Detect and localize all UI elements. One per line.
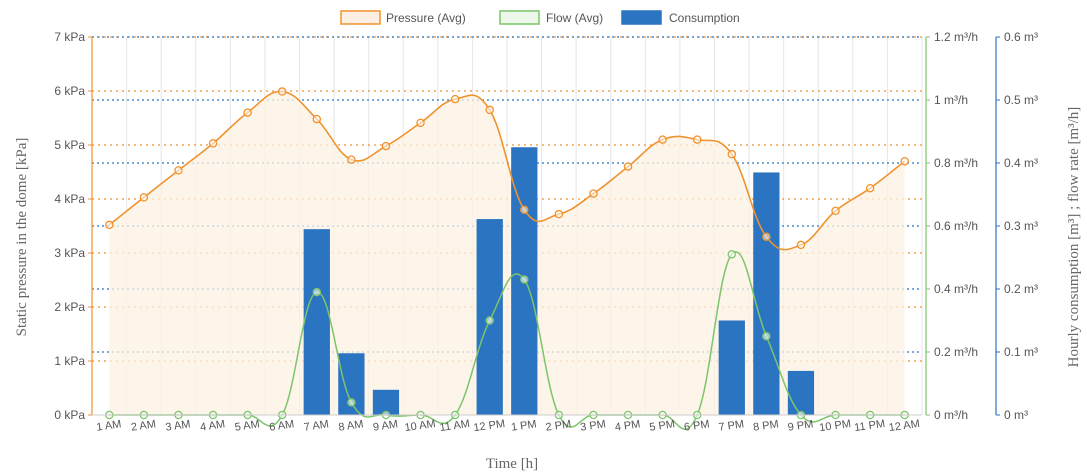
pressure-point[interactable] bbox=[174, 166, 183, 175]
left-tick-label: 6 kPa bbox=[54, 84, 85, 98]
pressure-point[interactable] bbox=[658, 135, 667, 144]
flow-point[interactable] bbox=[762, 331, 771, 341]
legend-swatch-consumption[interactable] bbox=[621, 10, 662, 25]
x-tick-label: 10 PM bbox=[819, 418, 852, 434]
pressure-point[interactable] bbox=[450, 94, 460, 104]
consumption-tick-label: 0 m³ bbox=[1004, 408, 1028, 422]
flow-tick-label: 0 m³/h bbox=[934, 408, 968, 422]
x-tick-label: 1 PM bbox=[510, 418, 537, 433]
pressure-point[interactable] bbox=[623, 162, 633, 171]
pressure-point[interactable] bbox=[416, 118, 425, 128]
left-tick-label: 3 kPa bbox=[54, 246, 85, 260]
y-axis-title-left: Static pressure in the dome [kPa] bbox=[14, 138, 30, 337]
left-tick-label: 1 kPa bbox=[54, 354, 85, 368]
x-tick-label: 2 AM bbox=[130, 418, 157, 433]
pressure-point[interactable] bbox=[831, 206, 840, 216]
pressure-point[interactable] bbox=[485, 105, 494, 115]
flow-tick-label: 1.2 m³/h bbox=[934, 30, 978, 44]
consumption-tick-label: 0.4 m³ bbox=[1004, 156, 1038, 170]
x-tick-label: 6 AM bbox=[269, 418, 296, 433]
legend: Pressure (Avg) Flow (Avg) Consumption bbox=[340, 10, 740, 25]
left-tick-label: 4 kPa bbox=[54, 192, 85, 206]
consumption-tick-label: 0.3 m³ bbox=[1004, 219, 1038, 233]
legend-swatch-pressure[interactable] bbox=[340, 10, 381, 25]
bar-consumption[interactable] bbox=[753, 172, 780, 415]
bar-consumption[interactable] bbox=[718, 320, 745, 416]
flow-tick-label: 1 m³/h bbox=[934, 93, 968, 107]
pressure-point[interactable] bbox=[727, 149, 737, 159]
pressure-point[interactable] bbox=[347, 155, 356, 164]
left-tick-label: 0 kPa bbox=[54, 408, 85, 422]
pressure-point[interactable] bbox=[520, 205, 529, 215]
flow-tick-label: 0.2 m³/h bbox=[934, 345, 978, 359]
x-tick-label: 6 PM bbox=[683, 418, 710, 433]
y-axis-title-right: Hourly consumption [m³] ; flow rate [m³/… bbox=[1066, 107, 1082, 368]
pressure-point[interactable] bbox=[277, 87, 287, 96]
x-axis-title: Time [h] bbox=[486, 456, 538, 472]
flow-line bbox=[109, 251, 905, 430]
x-tick-label: 10 AM bbox=[404, 418, 437, 434]
x-tick-label: 9 PM bbox=[787, 418, 814, 433]
axis-layer: 0 kPa 1 kPa 2 kPa 3 kPa 4 kPa 5 kPa 6 kPa 7 kPa… bbox=[54, 30, 1038, 434]
consumption-tick-label: 0.1 m³ bbox=[1004, 345, 1038, 359]
flow-tick-label: 0.4 m³/h bbox=[934, 282, 978, 296]
pressure-point[interactable] bbox=[692, 135, 702, 144]
bar-layer bbox=[303, 147, 815, 416]
flow-point[interactable] bbox=[727, 250, 737, 259]
x-tick-label: 7 AM bbox=[303, 418, 330, 433]
consumption-tick-label: 0.5 m³ bbox=[1004, 93, 1038, 107]
pressure-point[interactable] bbox=[589, 189, 598, 198]
x-tick-label: 3 AM bbox=[165, 418, 192, 433]
pressure-point[interactable] bbox=[796, 240, 806, 250]
left-tick-label: 5 kPa bbox=[54, 138, 85, 152]
x-tick-label: 9 AM bbox=[372, 418, 399, 433]
flow-tick-label: 0.8 m³/h bbox=[934, 156, 978, 170]
consumption-tick-label: 0.6 m³ bbox=[1004, 30, 1038, 44]
pressure-point[interactable] bbox=[208, 139, 218, 148]
x-tick-label: 11 AM bbox=[439, 418, 471, 434]
legend-label-consumption[interactable]: Consumption bbox=[669, 11, 740, 25]
pressure-point[interactable] bbox=[762, 232, 771, 242]
legend-label-pressure[interactable]: Pressure (Avg) bbox=[386, 11, 466, 25]
x-tick-label: 8 AM bbox=[338, 418, 365, 433]
consumption-tick-label: 0.2 m³ bbox=[1004, 282, 1038, 296]
x-tick-label: 5 AM bbox=[234, 418, 261, 433]
bar-consumption[interactable] bbox=[787, 370, 815, 415]
flow-tick-label: 0.6 m³/h bbox=[934, 219, 978, 233]
x-tick-label: 3 PM bbox=[579, 418, 606, 433]
x-tick-label: 1 AM bbox=[96, 418, 123, 433]
pressure-point[interactable] bbox=[865, 183, 875, 193]
pressure-point[interactable] bbox=[312, 114, 322, 124]
x-tick-label: 2 PM bbox=[545, 418, 572, 433]
line-layer bbox=[105, 87, 909, 430]
x-tick-label: 4 AM bbox=[199, 418, 226, 433]
left-tick-label: 7 kPa bbox=[54, 30, 85, 44]
pressure-point[interactable] bbox=[554, 209, 564, 219]
flow-point[interactable] bbox=[312, 287, 322, 297]
flow-point[interactable] bbox=[485, 316, 494, 325]
x-tick-label: 7 PM bbox=[718, 418, 745, 433]
pressure-point[interactable] bbox=[381, 141, 391, 151]
pressure-point[interactable] bbox=[139, 193, 149, 202]
pressure-point[interactable] bbox=[900, 156, 909, 166]
x-tick-label: 11 PM bbox=[854, 418, 886, 434]
legend-swatch-flow[interactable] bbox=[499, 10, 540, 25]
flow-point[interactable] bbox=[347, 398, 356, 407]
flow-point[interactable] bbox=[520, 275, 529, 284]
x-tick-label: 12 PM bbox=[473, 418, 506, 434]
x-tick-label: 12 AM bbox=[888, 418, 921, 434]
bar-consumption[interactable] bbox=[303, 229, 330, 415]
x-tick-label: 8 PM bbox=[752, 418, 779, 433]
pressure-point[interactable] bbox=[243, 108, 252, 117]
legend-label-flow[interactable]: Flow (Avg) bbox=[546, 11, 603, 25]
x-tick-label: 5 PM bbox=[649, 418, 676, 433]
pressure-point[interactable] bbox=[105, 220, 114, 230]
left-tick-label: 2 kPa bbox=[54, 300, 85, 314]
x-tick-label: 4 PM bbox=[614, 418, 641, 433]
